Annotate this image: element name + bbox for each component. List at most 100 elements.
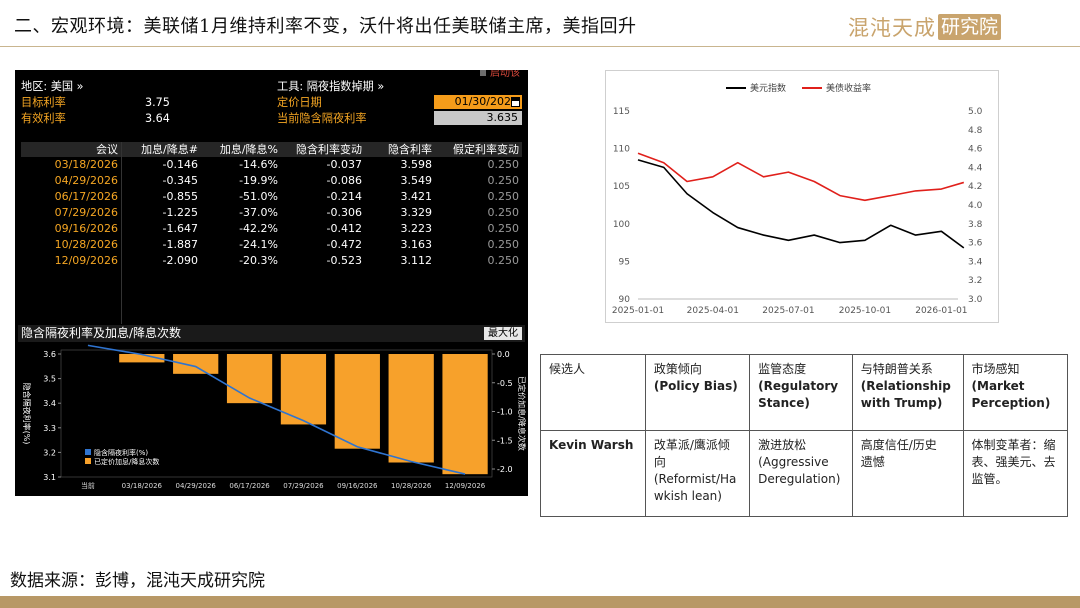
candidate-value-line: (Reformist/Ha: [653, 472, 737, 486]
column-divider: [121, 142, 122, 324]
meeting-cell: -0.214: [326, 190, 362, 203]
page-title: 二、宏观环境：美联储1月维持利率不变，沃什将出任美联储主席，美指回升: [14, 16, 637, 37]
meeting-cell: 3.421: [400, 190, 433, 203]
left-tick-label: 3.1: [43, 473, 56, 482]
legend-swatch: [85, 449, 91, 455]
meeting-cell: -1.887: [162, 238, 198, 251]
x-tick-label: 12/09/2026: [445, 482, 486, 490]
dxy-line: [637, 159, 965, 249]
meeting-row[interactable]: 03/18/2026 -0.146 -14.6% -0.037 3.598 0.250: [21, 157, 522, 173]
col-hike-cut-count[interactable]: 加息/降息#: [121, 142, 201, 157]
col-hike-cut-pct[interactable]: 加息/降息%: [201, 142, 281, 157]
col-assumed-change[interactable]: 假定利率变动: [435, 142, 522, 157]
legend-label: 美债收益率: [826, 82, 871, 94]
maximize-button[interactable]: 最大化: [484, 327, 522, 340]
meeting-table-header: 会议 加息/降息# 加息/降息% 隐含利率变动 隐含利率 假定利率变动: [21, 142, 522, 157]
terminal-top-fragment: 启动该: [480, 70, 520, 79]
candidate-header-line: Perception): [971, 396, 1051, 410]
meeting-cell: 0.250: [487, 222, 520, 235]
left-tick-label: 3.6: [43, 350, 56, 359]
right-tick-label: -1.5: [497, 436, 513, 445]
x-tick-label: 2025-04-01: [687, 306, 739, 316]
meeting-row[interactable]: 07/29/2026 -1.225 -37.0% -0.306 3.329 0.250: [21, 205, 522, 221]
candidate-header-cell: 政策倾向 (Policy Bias): [644, 354, 751, 431]
meeting-cell: 3.598: [400, 158, 433, 171]
meeting-row[interactable]: 06/17/2026 -0.855 -51.0% -0.214 3.421 0.250: [21, 189, 522, 205]
pricing-date-field[interactable]: 01/30/2026: [434, 95, 522, 109]
right-tick-label: 5.0: [968, 107, 983, 117]
right-tick-label: 3.4: [968, 257, 983, 267]
meeting-row[interactable]: 04/29/2026 -0.345 -19.9% -0.086 3.549 0.250: [21, 173, 522, 189]
right-tick-label: 4.8: [968, 126, 983, 136]
candidate-table-row: Kevin Warsh 改革派/鹰派倾向 (Reformist/Ha wkish le…: [540, 430, 1069, 517]
candidate-table-header: 候选人 政策倾向 (Policy Bias) 监管态度 (Regulatory Stanc…: [540, 354, 1069, 431]
candidate-value-line: (Aggressive: [758, 455, 829, 469]
x-tick-label: 10/28/2026: [391, 482, 432, 490]
implied-rate-chart: 3.1 3.2 3.3 3.4 3.5 3.6 0.0 -0.5 -1.0 -1.5 -2.0 当前 0…: [22, 344, 527, 490]
treasury-yield-line: [637, 152, 965, 202]
meeting-row[interactable]: 09/16/2026 -1.647 -42.2% -0.412 3.223 0.250: [21, 221, 522, 237]
hike-cut-bar: [280, 354, 327, 425]
meeting-cell: 3.163: [400, 238, 433, 251]
pricing-date-label: 定价日期: [277, 96, 322, 109]
region-selector[interactable]: 地区: 美国 »: [21, 80, 84, 93]
meeting-cell: -0.412: [326, 222, 362, 235]
meeting-cell: -2.090: [162, 254, 198, 267]
col-implied-change[interactable]: 隐含利率变动: [281, 142, 365, 157]
meeting-row[interactable]: 12/09/2026 -2.090 -20.3% -0.523 3.112 0.250: [21, 253, 522, 269]
left-tick-label: 95: [619, 257, 630, 267]
target-rate-value: 3.75: [145, 96, 170, 109]
meeting-cell: -0.523: [326, 254, 362, 267]
meeting-cell: 0.250: [487, 174, 520, 187]
left-tick-label: 100: [613, 220, 630, 230]
brand-institute: 研究院: [938, 14, 1002, 40]
meeting-cell: -0.086: [326, 174, 362, 187]
right-tick-label: 0.0: [497, 350, 510, 359]
hike-cut-bar: [119, 354, 165, 363]
hike-cut-bar: [226, 354, 273, 404]
col-meeting[interactable]: 会议: [21, 142, 121, 157]
right-tick-label: 4.6: [968, 145, 983, 155]
left-axis-title: 隐含隔夜利率(%): [22, 383, 32, 445]
left-tick-label: 110: [613, 145, 630, 155]
hike-cut-bar: [173, 354, 219, 374]
legend-label: 已定价加息/降息次数: [94, 457, 159, 466]
meeting-cell: -0.855: [162, 190, 198, 203]
data-source-note: 数据来源：彭博，混沌天成研究院: [10, 571, 265, 591]
candidate-value-line: 监管。: [971, 472, 1008, 486]
square-icon: [480, 70, 486, 76]
meeting-cell: 10/28/2026: [54, 238, 118, 251]
dxy-treasury-chart: 90 95 100 105 110 115 3.0 3.2 3.4 3.6 3.8 4.0 4.2 4.4…: [612, 82, 983, 316]
candidate-value-line: 向: [653, 455, 666, 469]
tool-selector[interactable]: 工具: 隔夜指数掉期 »: [277, 80, 385, 93]
meeting-cell: 07/29/2026: [54, 206, 118, 219]
implied-overnight-field[interactable]: 3.635: [434, 111, 522, 125]
implied-rate-line: [87, 344, 466, 475]
candidate-value-line: 改革派/鹰派倾: [653, 438, 730, 452]
candidate-header-line: 与特朗普关系: [860, 362, 933, 376]
meeting-row[interactable]: 10/28/2026 -1.887 -24.1% -0.472 3.163 0.250: [21, 237, 522, 253]
right-axis-title: 已定价加息/降息次数: [517, 376, 527, 451]
left-tick-label: 115: [613, 107, 630, 117]
chart-title: 隐含隔夜利率及加息/降息次数: [21, 326, 182, 340]
candidate-header-line: (Market: [971, 379, 1025, 393]
implied-overnight-label: 当前隐含隔夜利率: [277, 112, 367, 125]
meeting-cell: 06/17/2026: [54, 190, 118, 203]
candidate-value-line: 遗憾: [860, 455, 885, 469]
meeting-cell: 0.250: [487, 158, 520, 171]
candidate-header-cell: 市场感知 (Market Perception): [962, 354, 1069, 431]
candidate-value-line: 高度信任/历史: [860, 438, 937, 452]
candidate-header-line: (Relationship: [860, 379, 951, 393]
meeting-cell: 3.329: [400, 206, 433, 219]
calendar-icon[interactable]: [511, 97, 520, 107]
meeting-cell: -14.6%: [239, 158, 278, 171]
candidate-header-cell: 监管态度 (Regulatory Stance): [749, 354, 853, 431]
left-tick-label: 105: [613, 182, 630, 192]
candidate-value-cell: 激进放松 (Aggressive Deregulation): [749, 430, 853, 517]
hike-cut-bar: [388, 354, 434, 463]
candidate-value-line: Kevin Warsh: [549, 438, 634, 452]
candidate-header-line: (Policy Bias): [653, 379, 738, 393]
col-implied-rate[interactable]: 隐含利率: [365, 142, 435, 157]
meeting-cell: 03/18/2026: [54, 158, 118, 171]
candidate-value-line: Deregulation): [758, 472, 841, 486]
